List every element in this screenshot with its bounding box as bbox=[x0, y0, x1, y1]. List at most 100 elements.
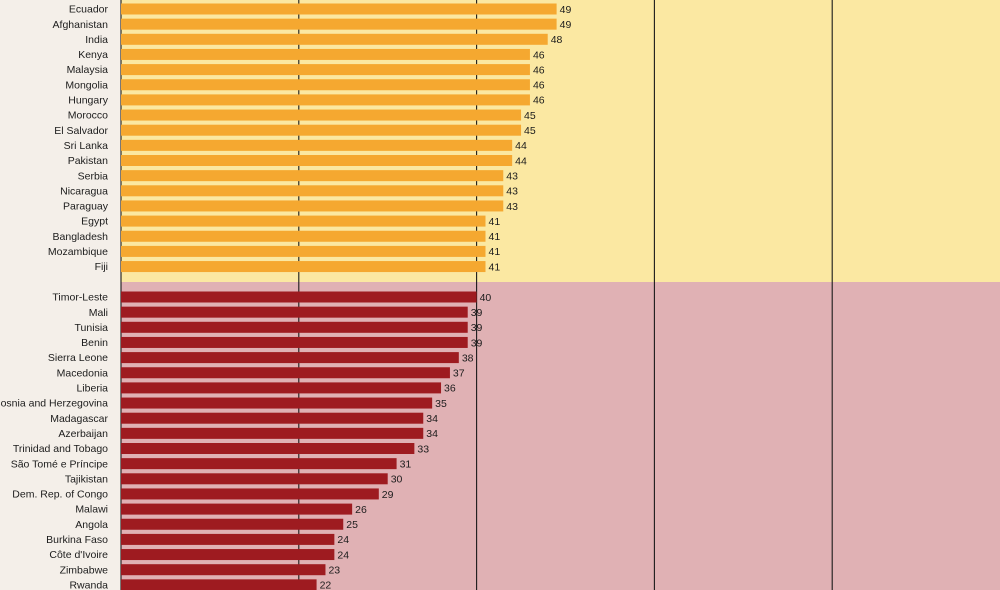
category-label-nicaragua: Nicaragua bbox=[60, 185, 108, 197]
value-label-mozambique: 41 bbox=[488, 246, 500, 258]
category-label-tajikistan: Tajikistan bbox=[65, 473, 108, 485]
category-label-tunisia: Tunisia bbox=[75, 322, 109, 334]
category-label-benin: Benin bbox=[81, 337, 108, 349]
category-label-mali: Mali bbox=[89, 307, 108, 319]
value-label-fiji: 41 bbox=[488, 261, 500, 273]
value-label-tajikistan: 30 bbox=[391, 474, 403, 486]
category-label-rwanda: Rwanda bbox=[69, 579, 108, 590]
category-label-india: India bbox=[85, 34, 108, 46]
category-label-trinidad-and-tobago: Trinidad and Tobago bbox=[13, 443, 108, 455]
bar-macedonia bbox=[121, 367, 450, 379]
bar-hungary bbox=[121, 94, 530, 106]
category-label-bosnia-and-herzegovina: Bosnia and Herzegovina bbox=[0, 398, 108, 410]
bar-timor-leste bbox=[121, 291, 477, 303]
value-label-egypt: 41 bbox=[488, 216, 500, 228]
bar-burkina-faso bbox=[121, 533, 335, 545]
value-label-zimbabwe: 23 bbox=[328, 565, 340, 577]
value-label-liberia: 36 bbox=[444, 383, 456, 395]
value-label-afghanistan: 49 bbox=[560, 19, 572, 31]
value-label-kenya: 46 bbox=[533, 49, 545, 61]
value-label-el-salvador: 45 bbox=[524, 125, 536, 137]
bar-mozambique bbox=[121, 245, 486, 257]
value-label-rwanda: 22 bbox=[320, 580, 332, 590]
value-label-azerbaijan: 34 bbox=[426, 428, 438, 440]
bar-madagascar bbox=[121, 412, 424, 424]
category-label-macedonia: Macedonia bbox=[57, 367, 109, 379]
bar-egypt bbox=[121, 215, 486, 227]
label-layer: Ecuador 49 Afghanistan 49 India 48 Kenya 46 Mala… bbox=[0, 4, 571, 590]
bar-sri-lanka bbox=[121, 139, 513, 151]
category-label-kenya: Kenya bbox=[78, 49, 108, 61]
bar-india bbox=[121, 33, 548, 45]
category-label-ecuador: Ecuador bbox=[69, 4, 109, 16]
bar-cote-d-ivoire bbox=[121, 549, 335, 561]
value-label-mongolia: 46 bbox=[533, 80, 545, 92]
value-label-morocco: 45 bbox=[524, 110, 536, 122]
bar-pakistan bbox=[121, 155, 513, 166]
value-label-hungary: 46 bbox=[533, 95, 545, 107]
value-label-cote-d-ivoire: 24 bbox=[337, 549, 349, 561]
category-label-afghanistan: Afghanistan bbox=[53, 19, 109, 31]
category-label-mongolia: Mongolia bbox=[65, 79, 108, 91]
category-label-serbia: Serbia bbox=[78, 170, 109, 182]
value-label-angola: 25 bbox=[346, 519, 358, 531]
category-label-morocco: Morocco bbox=[68, 110, 108, 122]
bar-rwanda bbox=[121, 579, 317, 590]
value-label-timor-leste: 40 bbox=[480, 292, 492, 304]
category-label-fiji: Fiji bbox=[95, 261, 108, 273]
value-label-sri-lanka: 44 bbox=[515, 140, 527, 152]
category-label-malaysia: Malaysia bbox=[67, 64, 109, 76]
bar-malawi bbox=[121, 503, 353, 515]
category-label-sierra-leone: Sierra Leone bbox=[48, 352, 108, 364]
bar-sao-tome-e-principe bbox=[121, 458, 397, 470]
bar-benin bbox=[121, 336, 468, 348]
value-label-paraguay: 43 bbox=[506, 201, 518, 213]
bar-azerbaijan bbox=[121, 427, 424, 439]
bar-liberia bbox=[121, 382, 442, 394]
category-label-zimbabwe: Zimbabwe bbox=[60, 564, 109, 576]
bar-angola bbox=[121, 518, 344, 530]
category-label-pakistan: Pakistan bbox=[68, 155, 108, 167]
category-label-cote-d-ivoire: Côte d'Ivoire bbox=[49, 549, 108, 561]
bar-dem-rep-of-congo bbox=[121, 488, 379, 500]
value-label-bangladesh: 41 bbox=[488, 231, 500, 243]
category-label-burkina-faso: Burkina Faso bbox=[46, 534, 108, 546]
bar-zimbabwe bbox=[121, 564, 326, 576]
bar-tajikistan bbox=[121, 473, 388, 485]
value-label-dem-rep-of-congo: 29 bbox=[382, 489, 394, 501]
value-label-ecuador: 49 bbox=[560, 4, 572, 16]
category-label-dem-rep-of-congo: Dem. Rep. of Congo bbox=[12, 489, 108, 501]
category-label-timor-leste: Timor-Leste bbox=[52, 292, 108, 304]
value-label-sierra-leone: 38 bbox=[462, 352, 474, 364]
value-label-nicaragua: 43 bbox=[506, 186, 518, 198]
bar-mongolia bbox=[121, 79, 530, 91]
category-label-hungary: Hungary bbox=[68, 95, 108, 107]
bar-afghanistan bbox=[121, 18, 557, 30]
value-label-pakistan: 44 bbox=[515, 155, 527, 167]
bar-trinidad-and-tobago bbox=[121, 443, 415, 454]
category-label-egypt: Egypt bbox=[81, 216, 108, 228]
value-label-serbia: 43 bbox=[506, 170, 518, 182]
bar-paraguay bbox=[121, 200, 504, 212]
category-label-el-salvador: El Salvador bbox=[54, 125, 108, 137]
value-label-malaysia: 46 bbox=[533, 64, 545, 76]
bar-sierra-leone bbox=[121, 352, 459, 364]
bar-kenya bbox=[121, 48, 530, 60]
bar-serbia bbox=[121, 170, 504, 182]
category-label-paraguay: Paraguay bbox=[63, 201, 109, 213]
category-label-bangladesh: Bangladesh bbox=[53, 231, 109, 243]
bar-ecuador bbox=[121, 3, 557, 15]
bar-bosnia-and-herzegovina bbox=[121, 397, 433, 409]
value-label-benin: 39 bbox=[471, 337, 483, 349]
bar-el-salvador bbox=[121, 124, 522, 136]
category-label-angola: Angola bbox=[75, 519, 108, 531]
value-label-macedonia: 37 bbox=[453, 368, 465, 380]
value-label-trinidad-and-tobago: 33 bbox=[417, 443, 429, 455]
bar-layer bbox=[121, 3, 557, 590]
value-label-tunisia: 39 bbox=[471, 322, 483, 334]
category-label-malawi: Malawi bbox=[75, 504, 108, 516]
category-label-madagascar: Madagascar bbox=[50, 413, 108, 425]
bar-fiji bbox=[121, 261, 486, 273]
value-label-bosnia-and-herzegovina: 35 bbox=[435, 398, 447, 410]
value-label-india: 48 bbox=[551, 34, 563, 46]
